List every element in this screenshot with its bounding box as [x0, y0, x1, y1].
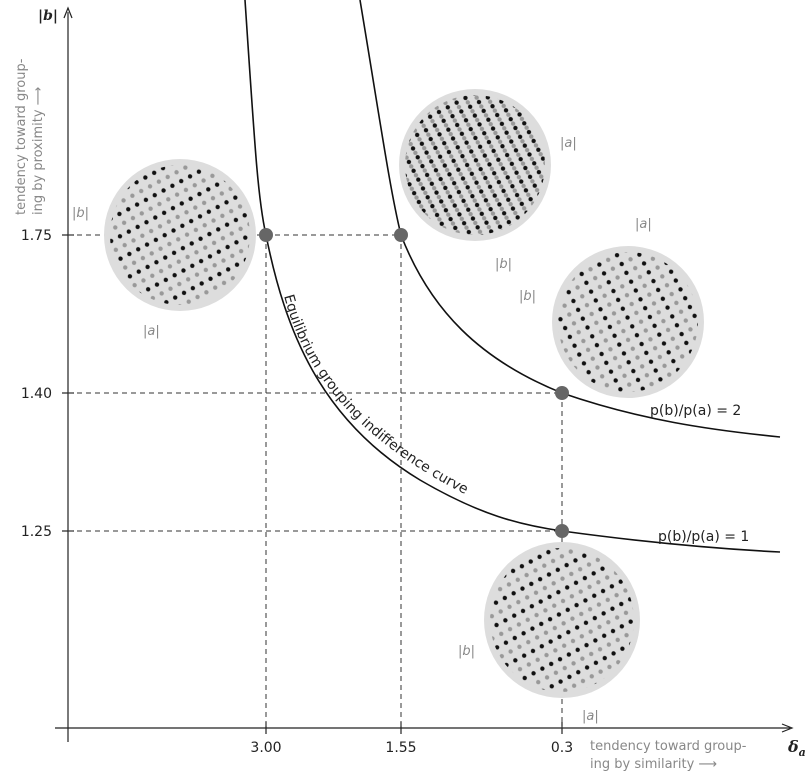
curve-label: p(b)/p(a) = 2 — [650, 403, 741, 419]
disc-label: |b| — [72, 206, 89, 221]
disc-label: |a| — [560, 136, 577, 151]
guides — [68, 234, 563, 728]
disc-label: |b| — [495, 257, 512, 272]
x-symbol-sub: a — [799, 746, 806, 759]
curve-label: p(b)/p(a) = 1 — [658, 529, 749, 545]
curve-annotation-path: Equilibrium grouping indifference curve — [280, 293, 471, 498]
x-tick-label: 1.55 — [385, 740, 416, 756]
curve-annotation: Equilibrium grouping indifference curve — [280, 293, 471, 498]
y-tick-label: 1.40 — [21, 386, 52, 402]
y-title-1: tendency toward group- — [14, 58, 29, 215]
x-title-1: tendency toward group- — [590, 739, 747, 754]
x-symbol-main: δ — [787, 737, 799, 756]
y-title-2: ing by proximity ⟶ — [31, 87, 46, 215]
points — [259, 228, 569, 538]
disc-label: |a| — [143, 324, 160, 339]
curves — [244, 0, 781, 553]
x-title-2: ing by similarity ⟶ — [590, 757, 717, 772]
y-tick-label: 1.25 — [21, 524, 52, 540]
y-title: tendency toward group- ing by proximity … — [14, 58, 46, 215]
y-tick-label: 1.75 — [21, 228, 52, 244]
disc-label: |a| — [635, 217, 652, 232]
x-symbol: δa — [787, 737, 806, 759]
discs — [104, 89, 704, 698]
x-tick-label: 3.00 — [250, 740, 281, 756]
y-symbol: |b| — [38, 8, 58, 24]
disc-label: |b| — [519, 289, 536, 304]
x-tick-label: 0.3 — [551, 740, 573, 756]
disc-label: |b| — [458, 644, 475, 659]
disc-label: |a| — [582, 709, 599, 724]
